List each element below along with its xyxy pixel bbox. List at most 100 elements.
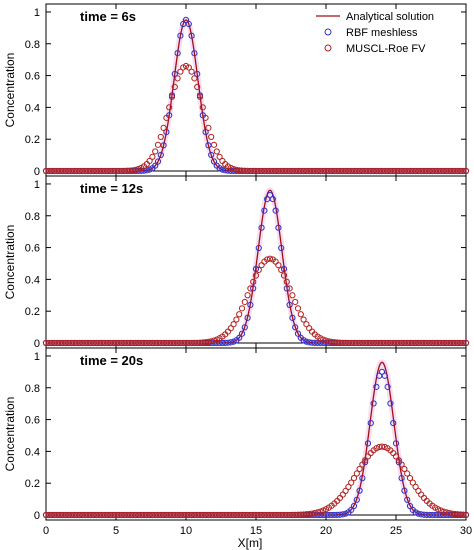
rbf-point (224, 339, 232, 346)
rbf-point (250, 285, 257, 292)
analytical-glow (46, 359, 466, 518)
muscl-point (353, 470, 360, 477)
muscl-point (320, 336, 327, 343)
y-tick-label: 0.4 (25, 102, 40, 114)
rbf-point (373, 383, 380, 390)
muscl-point (294, 305, 302, 312)
muscl-point (300, 316, 307, 323)
rbf-point (269, 196, 276, 203)
muscl-point (157, 133, 164, 141)
rbf-point (143, 167, 150, 174)
muscl-point (395, 457, 402, 464)
y-tick-label: 1 (34, 179, 40, 191)
time-label: time = 6s (80, 9, 136, 24)
muscl-point (205, 124, 212, 131)
y-axis-title: Concentration (3, 53, 17, 128)
muscl-point (208, 133, 215, 141)
y-tick-label: 0 (34, 510, 40, 522)
muscl-point (146, 157, 153, 165)
muscl-point (460, 511, 467, 518)
muscl-point (233, 316, 240, 323)
muscl-point (317, 508, 324, 515)
muscl-point (306, 510, 313, 518)
rbf-point (292, 324, 299, 331)
muscl-point (401, 465, 408, 473)
rbf-point (182, 16, 190, 23)
rbf-point (208, 151, 215, 159)
muscl-point (462, 511, 470, 518)
muscl-point (297, 311, 304, 318)
panel-1: 0 0.2 0.4 0.6 0.8 1 time = 6s (25, 3, 470, 178)
legend-label: RBF meshless (346, 27, 418, 39)
muscl-point (202, 339, 209, 346)
muscl-point (227, 164, 234, 172)
rbf-point (381, 372, 388, 379)
rbf-point (174, 50, 181, 57)
rbf-point (398, 475, 405, 482)
y-tick-label: 0.8 (25, 211, 40, 223)
muscl-point (308, 510, 316, 517)
x-tick-label: 15 (250, 525, 262, 537)
rbf-point (219, 166, 226, 173)
muscl-point (210, 337, 218, 344)
rbf-point (339, 511, 346, 518)
rbf-point (359, 475, 366, 482)
legend-label: MUSCL-Roe FV (346, 43, 426, 55)
muscl-point (238, 305, 246, 312)
rbf-point (163, 128, 170, 136)
x-tick-label: 0 (43, 525, 49, 537)
rbf-point (294, 330, 302, 337)
muscl-point (129, 167, 136, 174)
muscl-point (213, 148, 220, 155)
y-tick-label: 0.2 (25, 306, 40, 318)
muscl-point (244, 292, 251, 299)
rbf-point (261, 207, 268, 214)
panel-2: 0 0.2 0.4 0.6 0.8 1 time = 12s (25, 175, 470, 350)
rbf-point (202, 128, 209, 136)
muscl-point (292, 298, 299, 306)
muscl-point (205, 338, 212, 345)
rbf-point (157, 151, 164, 159)
rbf-point (241, 324, 248, 331)
rbf-point (387, 400, 394, 407)
x-tick-label: 20 (320, 525, 332, 537)
muscl-point (191, 75, 198, 82)
x-tick-label: 5 (113, 525, 119, 537)
rbf-point (236, 334, 243, 341)
muscl-point (208, 338, 215, 345)
muscl-point (177, 68, 184, 75)
rbf-point (367, 419, 374, 427)
rbf-point (258, 224, 265, 231)
muscl-point (342, 487, 349, 494)
muscl-point (196, 93, 204, 100)
muscl-point (149, 153, 156, 160)
muscl-point (311, 509, 318, 517)
muscl-point (168, 93, 176, 100)
muscl-point (440, 508, 447, 515)
muscl-point (322, 337, 330, 344)
rbf-point (244, 314, 251, 321)
rbf-point (348, 506, 355, 514)
y-tick-label: 0.2 (25, 134, 40, 146)
muscl-point (174, 75, 181, 82)
muscl-point (306, 325, 313, 332)
y-tick-label: 0.4 (25, 446, 40, 458)
muscl-point (378, 443, 386, 450)
y-tick-label: 0 (34, 166, 40, 178)
rbf-point (392, 440, 400, 447)
y-tick-label: 0.4 (25, 274, 40, 286)
y-tick-label: 0.8 (25, 39, 40, 51)
x-tick-label: 30 (460, 525, 472, 537)
muscl-point (345, 483, 352, 490)
rbf-point (280, 265, 288, 273)
rbf-point (356, 487, 363, 494)
rbf-point (275, 224, 282, 231)
rbf-point (404, 496, 411, 503)
rbf-point (283, 285, 290, 292)
muscl-point (359, 461, 366, 468)
muscl-point (210, 141, 218, 148)
muscl-point (152, 148, 159, 155)
rbf-point (384, 383, 391, 390)
panel-3: 0 0.2 0.4 0.6 0.8 1 time = 20s (25, 347, 470, 522)
muscl-point (280, 272, 288, 279)
